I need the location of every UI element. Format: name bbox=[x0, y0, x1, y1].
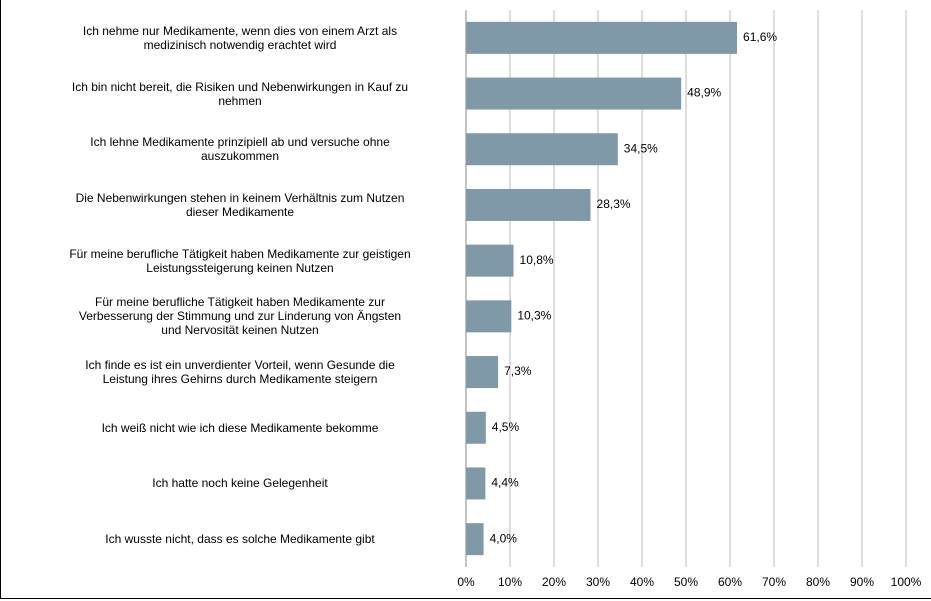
category-label: Ich lehne Medikamente prinzipiell ab und… bbox=[90, 135, 390, 164]
x-tick-label: 40% bbox=[630, 575, 654, 589]
x-tick-label: 50% bbox=[674, 575, 698, 589]
value-label: 34,5% bbox=[624, 141, 658, 155]
x-tick-label: 100% bbox=[891, 575, 922, 589]
x-tick-label: 10% bbox=[498, 575, 522, 589]
x-tick-label: 0% bbox=[457, 575, 475, 589]
bar bbox=[466, 133, 618, 166]
category-label: Ich nehme nur Medikamente, wenn dies von… bbox=[82, 23, 398, 52]
bar bbox=[466, 356, 499, 389]
x-tick-label: 70% bbox=[762, 575, 786, 589]
x-tick-label: 60% bbox=[718, 575, 742, 589]
category-label: Ich hatte noch keine Gelegenheit bbox=[152, 476, 328, 491]
bar bbox=[466, 244, 514, 277]
value-label: 4,5% bbox=[492, 420, 520, 434]
x-tick-label: 30% bbox=[586, 575, 610, 589]
x-tick-label: 20% bbox=[542, 575, 566, 589]
bar bbox=[466, 523, 484, 556]
category-labels: Ich nehme nur Medikamente, wenn dies von… bbox=[0, 0, 460, 601]
value-label: 61,6% bbox=[743, 30, 777, 44]
value-label: 4,0% bbox=[490, 531, 518, 545]
category-label: Ich bin nicht bereit, die Risiken und Ne… bbox=[71, 79, 409, 108]
bar bbox=[466, 188, 591, 221]
category-label: Ich weiß nicht wie ich diese Medikamente… bbox=[101, 420, 379, 435]
category-label: Ich finde es ist ein unverdienter Vortei… bbox=[85, 358, 395, 387]
bar bbox=[466, 411, 486, 444]
category-label: Ich wusste nicht, dass es solche Medikam… bbox=[105, 532, 375, 547]
value-label: 7,3% bbox=[504, 364, 532, 378]
category-label: Für meine berufliche Tätigkeit haben Med… bbox=[78, 295, 402, 338]
value-label: 48,9% bbox=[687, 86, 721, 100]
x-tick-label: 90% bbox=[850, 575, 874, 589]
bar bbox=[466, 300, 512, 333]
bar bbox=[466, 21, 738, 54]
category-label: Für meine berufliche Tätigkeit haben Med… bbox=[69, 246, 411, 275]
value-label: 10,8% bbox=[520, 253, 554, 267]
bar bbox=[466, 467, 486, 500]
value-label: 28,3% bbox=[597, 197, 631, 211]
x-tick-label: 80% bbox=[806, 575, 830, 589]
category-label: Die Nebenwirkungen stehen in keinem Verh… bbox=[75, 190, 405, 219]
value-label: 10,3% bbox=[517, 309, 551, 323]
bar bbox=[466, 77, 682, 110]
value-label: 4,4% bbox=[491, 476, 519, 490]
